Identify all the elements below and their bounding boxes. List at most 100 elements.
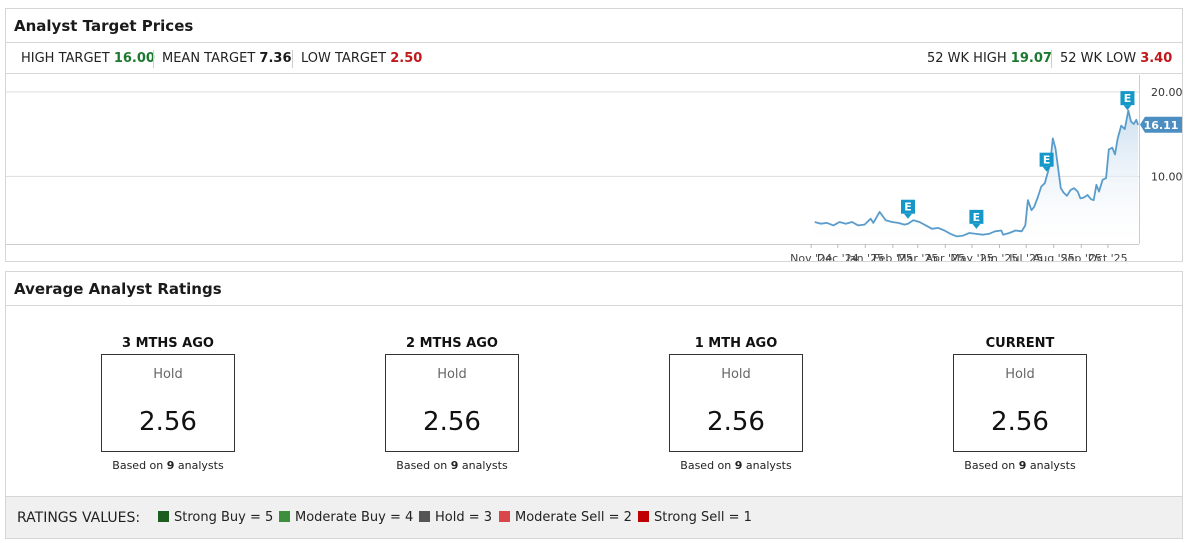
rating-value: 2.56	[423, 407, 481, 437]
rating-value: 2.56	[707, 407, 765, 437]
rating-1-month-ago: 1 MTH AGO Hold 2.56 Based on 9 analysts	[656, 334, 816, 472]
rating-3-months-ago: 3 MTHS AGO Hold 2.56 Based on 9 analysts	[88, 334, 248, 472]
based-suffix: analysts	[177, 459, 224, 472]
x-tick-label: Jul '25	[1008, 252, 1043, 261]
based-on-analysts: Based on 9 analysts	[940, 459, 1100, 472]
earnings-marker: E	[1120, 91, 1135, 111]
ratings-row: 3 MTHS AGO Hold 2.56 Based on 9 analysts…	[6, 334, 1182, 484]
based-prefix: Based on	[680, 459, 732, 472]
current-price-tag	[1140, 116, 1182, 133]
rating-box: Hold 2.56	[669, 354, 803, 452]
target-prices-panel: Analyst Target Prices HIGH TARGET 16.00 …	[5, 8, 1183, 262]
legend-swatch	[419, 511, 430, 522]
legend-label: Hold = 3	[435, 510, 493, 525]
x-tick-label: Apr '25	[926, 252, 966, 261]
legend-swatch	[279, 511, 290, 522]
legend-strong-buy: Strong Buy = 5	[158, 497, 273, 539]
stat-divider	[292, 50, 293, 68]
earnings-marker-label: E	[1124, 92, 1132, 105]
rating-period-label: CURRENT	[985, 336, 1055, 351]
based-suffix: analysts	[461, 459, 508, 472]
based-suffix: analysts	[1029, 459, 1076, 472]
rating-box: Hold 2.56	[385, 354, 519, 452]
analyst-count: 9	[734, 459, 743, 472]
rating-box: Hold 2.56	[953, 354, 1087, 452]
rating-box: Hold 2.56	[101, 354, 235, 452]
x-tick-label: May '25	[950, 252, 993, 261]
x-tick-label: Mar '25	[897, 252, 938, 261]
ratings-title: Average Analyst Ratings	[6, 272, 1182, 306]
earnings-marker-box	[1120, 91, 1135, 106]
analyst-count: 9	[1018, 459, 1027, 472]
legend-moderate-buy: Moderate Buy = 4	[279, 497, 413, 539]
y-tick-label: 20.00	[1151, 86, 1182, 99]
analyst-count: 9	[450, 459, 459, 472]
based-prefix: Based on	[964, 459, 1016, 472]
legend-strong-sell: Strong Sell = 1	[638, 497, 752, 539]
legend-label: Strong Buy = 5	[174, 510, 274, 525]
analyst-count: 9	[166, 459, 175, 472]
earnings-marker: E	[900, 199, 915, 219]
based-on-analysts: Based on 9 analysts	[656, 459, 816, 472]
legend-swatch	[638, 511, 649, 522]
based-suffix: analysts	[745, 459, 792, 472]
rating-text: Hold	[721, 367, 751, 382]
current-price-label: 16.11	[1144, 119, 1179, 132]
rating-period-label: 2 MTHS AGO	[406, 336, 498, 351]
mean-target: MEAN TARGET 7.36	[162, 44, 292, 74]
rating-2-months-ago: 2 MTHS AGO Hold 2.56 Based on 9 analysts	[372, 334, 532, 472]
earnings-marker-label: E	[904, 201, 912, 214]
stat-divider	[153, 50, 154, 68]
legend-label: Moderate Buy = 4	[295, 510, 414, 525]
price-area	[814, 110, 1139, 244]
earnings-marker-pointer	[903, 213, 912, 219]
earnings-marker-pointer	[972, 223, 981, 229]
based-prefix: Based on	[396, 459, 448, 472]
earnings-marker-label: E	[973, 211, 981, 224]
mean-target-label: MEAN TARGET	[162, 51, 256, 66]
rating-text: Hold	[437, 367, 467, 382]
wk52-low-label: 52 WK LOW	[1060, 51, 1137, 66]
high-target-value: 16.00	[113, 51, 155, 66]
wk52-low: 52 WK LOW 3.40	[1060, 44, 1172, 74]
legend-swatch	[499, 511, 510, 522]
high-target: HIGH TARGET 16.00	[21, 44, 155, 74]
earnings-marker: E	[1039, 152, 1054, 172]
earnings-marker-box	[969, 209, 984, 224]
legend-hold: Hold = 3	[419, 497, 492, 539]
wk52-high-value: 19.07	[1010, 51, 1052, 66]
based-prefix: Based on	[112, 459, 164, 472]
rating-period-label: 3 MTHS AGO	[122, 336, 214, 351]
based-on-analysts: Based on 9 analysts	[372, 459, 532, 472]
earnings-marker-pointer	[1123, 105, 1132, 111]
analyst-ratings-panel: Average Analyst Ratings 3 MTHS AGO Hold …	[5, 271, 1183, 539]
low-target-label: LOW TARGET	[301, 51, 387, 66]
legend-title: RATINGS VALUES:	[17, 510, 141, 526]
wk52-high: 52 WK HIGH 19.07	[927, 44, 1052, 74]
earnings-marker-pointer	[1042, 166, 1051, 172]
x-tick-label: Nov '24	[790, 252, 832, 261]
rating-value: 2.56	[139, 407, 197, 437]
x-tick-label: Dec '24	[817, 252, 859, 261]
rating-current: CURRENT Hold 2.56 Based on 9 analysts	[940, 334, 1100, 472]
wk52-high-label: 52 WK HIGH	[927, 51, 1007, 66]
low-target-value: 2.50	[390, 51, 423, 66]
earnings-marker-box	[900, 199, 915, 214]
ratings-legend: RATINGS VALUES: Strong Buy = 5 Moderate …	[6, 496, 1182, 538]
earnings-marker-box	[1039, 152, 1054, 167]
x-tick-label: Jan '25	[846, 252, 884, 261]
target-prices-title: Analyst Target Prices	[6, 9, 1182, 43]
rating-value: 2.56	[991, 407, 1049, 437]
earnings-marker-label: E	[1043, 154, 1051, 167]
rating-text: Hold	[1005, 367, 1035, 382]
rating-period-label: 1 MTH AGO	[694, 336, 778, 351]
y-tick-label: 10.00	[1151, 170, 1182, 183]
legend-label: Moderate Sell = 2	[515, 510, 632, 525]
high-target-label: HIGH TARGET	[21, 51, 110, 66]
legend-moderate-sell: Moderate Sell = 2	[499, 497, 632, 539]
target-stats-bar: HIGH TARGET 16.00 MEAN TARGET 7.36 LOW T…	[6, 44, 1182, 74]
x-tick-label: Aug '25	[1033, 252, 1075, 261]
low-target: LOW TARGET 2.50	[301, 44, 422, 74]
x-tick-label: Oct '25	[1088, 252, 1128, 261]
